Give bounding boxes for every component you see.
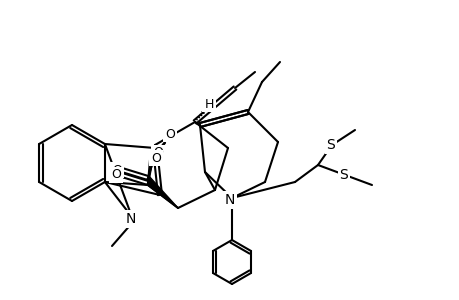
Text: O: O <box>112 164 122 176</box>
Text: S: S <box>326 138 335 152</box>
Text: N: N <box>126 212 136 226</box>
Text: O: O <box>111 169 121 182</box>
Text: O: O <box>153 146 162 160</box>
Polygon shape <box>146 177 178 208</box>
Text: O: O <box>151 152 161 164</box>
Polygon shape <box>146 182 178 208</box>
Text: S: S <box>339 168 347 182</box>
Text: N: N <box>224 193 235 207</box>
Text: O: O <box>165 128 174 140</box>
Text: H: H <box>204 98 213 110</box>
